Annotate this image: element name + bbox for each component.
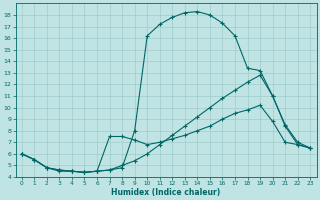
X-axis label: Humidex (Indice chaleur): Humidex (Indice chaleur): [111, 188, 221, 197]
